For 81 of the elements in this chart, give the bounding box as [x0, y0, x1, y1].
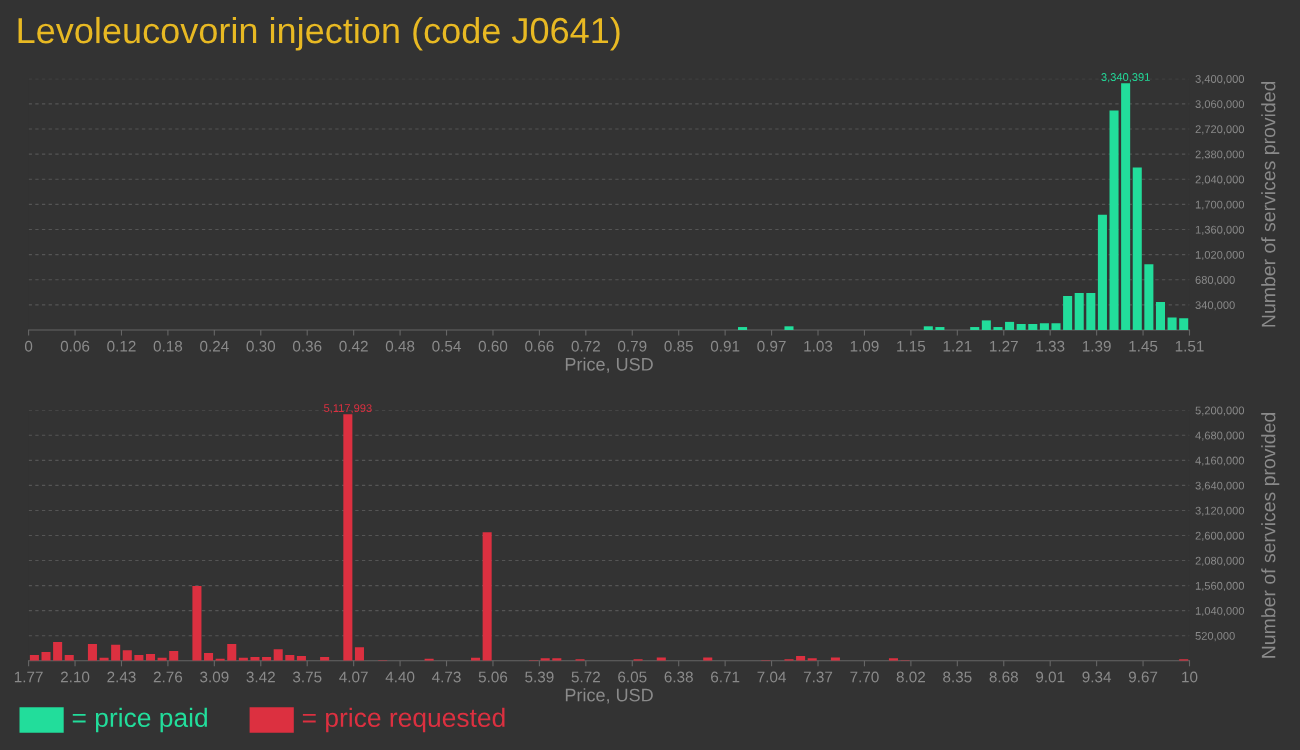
x-tick-label: 9.67 [1128, 671, 1158, 683]
y-tick-label: 4,680,000 [1195, 431, 1245, 441]
x-tick-label: 0.48 [385, 340, 415, 352]
y-tick-label: 2,040,000 [1195, 175, 1245, 185]
x-tick-label: 0.30 [246, 340, 276, 352]
x-tick-label: 8.68 [989, 671, 1018, 683]
x-tick-label: 4.40 [385, 671, 415, 683]
legend-label: = price paid [72, 707, 207, 733]
x-tick-label: 5.06 [478, 671, 508, 683]
x-tick-label: 3.42 [246, 671, 275, 683]
x-tick-label: 7.37 [803, 671, 833, 683]
x-tick-label: 6.38 [664, 671, 693, 683]
y-tick-label: 680,000 [1195, 276, 1235, 286]
x-tick-label: 0.36 [292, 340, 322, 352]
x-tick-label: 2.43 [107, 671, 136, 683]
y-tick-label: 1,040,000 [1195, 606, 1245, 617]
x-tick-label: 2.76 [153, 671, 183, 683]
x-axis-title: Price, USD [565, 688, 653, 704]
y-tick-label: 2,080,000 [1195, 556, 1245, 566]
y-tick-label: 2,720,000 [1195, 125, 1245, 135]
x-tick-label: 0.42 [339, 340, 368, 352]
y-tick-label: 3,120,000 [1195, 506, 1245, 516]
y-tick-label: 2,600,000 [1195, 531, 1245, 541]
x-tick-label: 1.77 [14, 671, 43, 683]
x-tick-label: 1.51 [1175, 340, 1204, 352]
x-tick-label: 0.97 [757, 340, 786, 352]
x-tick-label: 1.03 [804, 340, 833, 352]
x-tick-label: 7.04 [757, 671, 786, 683]
x-tick-label: 5.39 [525, 671, 554, 683]
x-tick-label: 1.21 [943, 340, 972, 352]
x-tick-label: 4.73 [432, 671, 461, 683]
y-tick-label: 1,020,000 [1195, 250, 1245, 261]
data-label: 5,117,993 [323, 404, 372, 414]
x-tick-label: 0.79 [618, 340, 647, 352]
x-tick-label: 0 [24, 340, 33, 352]
x-tick-label: 6.05 [618, 671, 647, 683]
y-tick-label: 3,060,000 [1195, 100, 1245, 110]
x-tick-label: 0.18 [153, 340, 183, 352]
y-tick-label: 340,000 [1195, 301, 1235, 311]
x-tick-label: 0.91 [710, 340, 740, 352]
x-tick-label: 2.10 [60, 671, 90, 683]
x-tick-label: 1.09 [850, 340, 879, 352]
y-tick-label: 520,000 [1195, 631, 1235, 642]
x-tick-label: 9.01 [1036, 671, 1065, 683]
x-tick-label: 1.45 [1129, 340, 1158, 352]
y-tick-label: 3,400,000 [1195, 75, 1245, 85]
y-tick-label: 5,200,000 [1195, 406, 1245, 416]
x-tick-label: 3.09 [200, 671, 229, 683]
y-tick-label: 4,160,000 [1195, 456, 1245, 466]
x-tick-label: 0.12 [107, 340, 136, 352]
x-tick-label: 5.72 [571, 671, 600, 683]
x-tick-label: 1.15 [897, 340, 926, 352]
y-tick-label: 1,360,000 [1195, 225, 1245, 235]
x-tick-label: 0.06 [60, 340, 90, 352]
x-tick-label: 10 [1182, 671, 1198, 683]
x-tick-label: 8.02 [896, 671, 925, 683]
x-tick-label: 0.72 [571, 340, 600, 352]
x-tick-label: 6.71 [711, 671, 740, 683]
y-tick-label: 2,380,000 [1195, 150, 1245, 160]
y-axis-title: Number of services provided [1261, 413, 1280, 658]
x-axis-title: Price, USD [565, 357, 653, 373]
chart-title: Levoleucovorin injection (code J0641) [18, 16, 620, 51]
x-tick-label: 0.54 [432, 340, 461, 352]
y-tick-label: 1,700,000 [1195, 200, 1245, 210]
data-label: 3,340,391 [1101, 73, 1150, 83]
y-tick-label: 1,560,000 [1195, 581, 1245, 592]
x-tick-label: 1.39 [1082, 340, 1111, 352]
x-tick-label: 1.27 [990, 340, 1018, 352]
x-tick-label: 9.34 [1082, 671, 1112, 683]
x-tick-label: 7.70 [850, 671, 879, 683]
y-axis-title: Number of services provided [1261, 81, 1280, 327]
x-tick-label: 0.60 [478, 340, 508, 352]
y-tick-label: 3,640,000 [1195, 481, 1245, 491]
x-tick-label: 3.75 [292, 671, 322, 683]
x-tick-label: 0.66 [525, 340, 554, 352]
x-tick-label: 0.85 [664, 340, 693, 352]
x-tick-label: 0.24 [200, 340, 229, 352]
legend-label: = price requested [302, 707, 505, 733]
x-tick-label: 8.35 [943, 671, 972, 683]
x-tick-label: 1.33 [1036, 340, 1065, 352]
x-tick-label: 4.07 [339, 671, 368, 683]
